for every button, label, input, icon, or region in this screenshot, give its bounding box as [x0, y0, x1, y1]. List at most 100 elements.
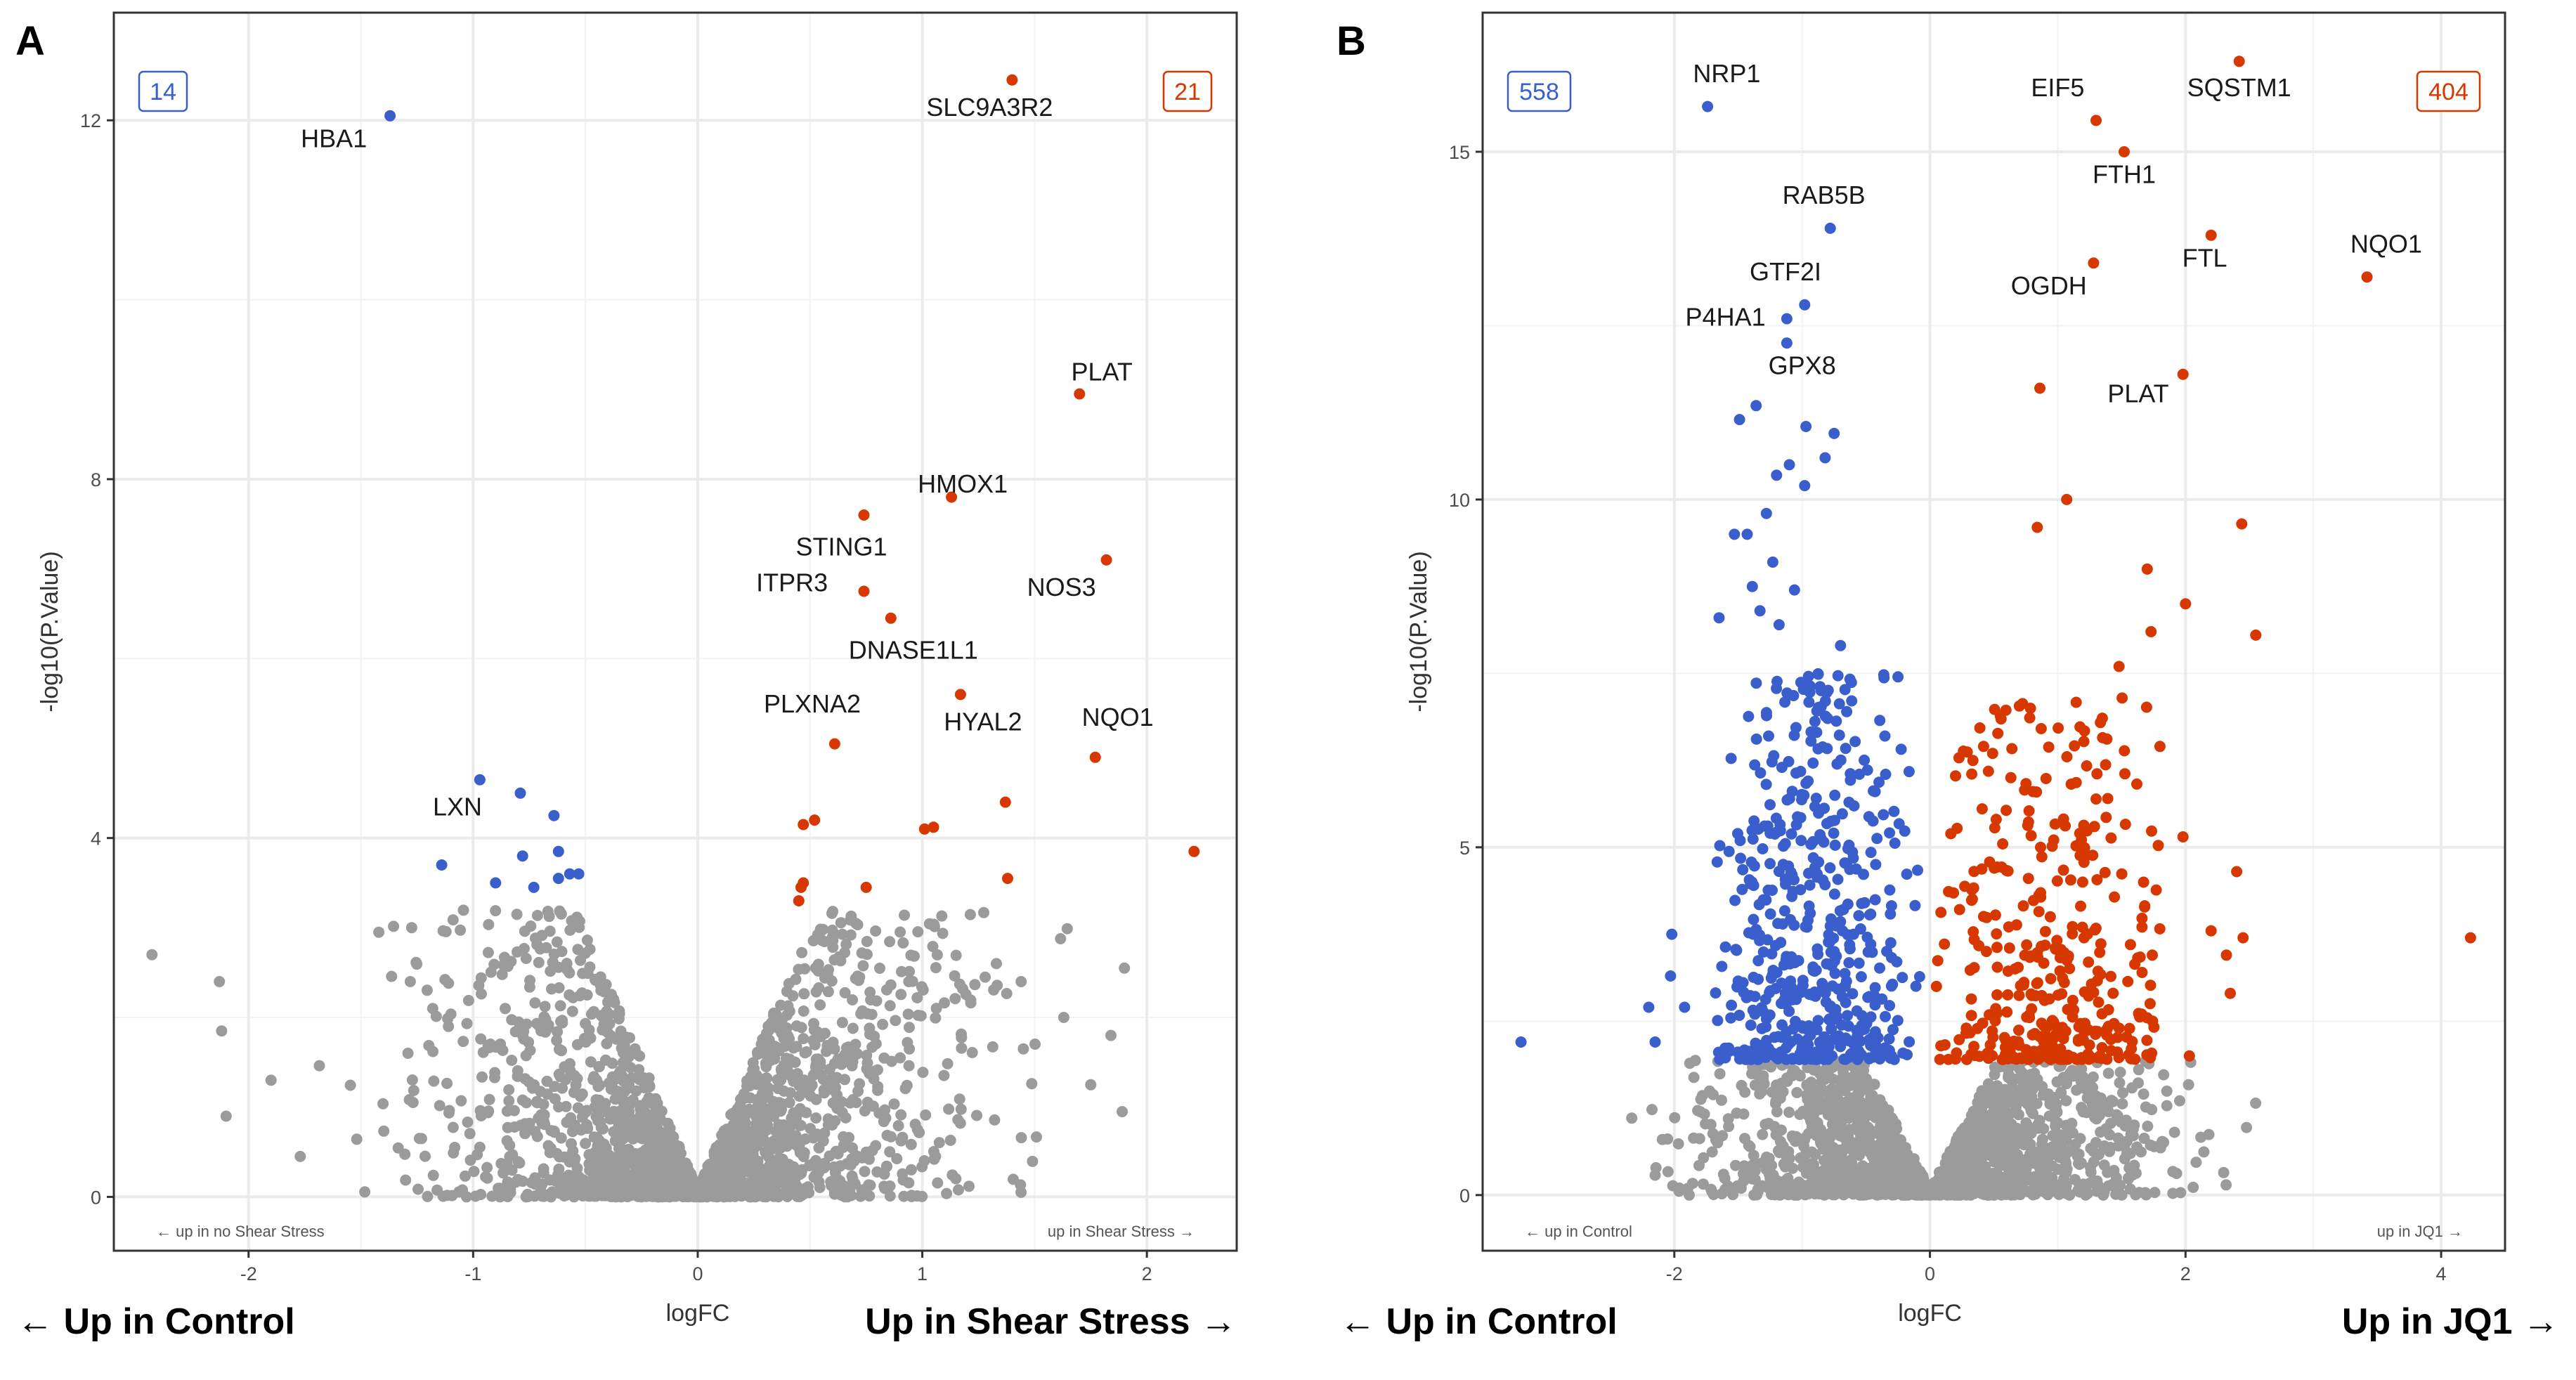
ns-point [564, 1065, 576, 1076]
down-point [1854, 768, 1866, 780]
ns-point [812, 965, 824, 977]
down-point [1795, 812, 1807, 824]
down-point [1885, 900, 1897, 912]
ns-point [546, 983, 557, 995]
up-point [1986, 1050, 1998, 1062]
ns-point [1946, 1145, 1958, 1157]
ns-point [555, 1015, 566, 1027]
ns-point [378, 1125, 390, 1137]
up-point [2220, 949, 2232, 961]
up-point [1006, 74, 1018, 86]
ns-point [2045, 1147, 2057, 1159]
ns-point [1831, 1174, 1843, 1186]
ns-point [895, 926, 906, 938]
gene-label: GTF2I [1750, 257, 1821, 286]
up-point [1989, 822, 2001, 834]
ns-point [580, 1036, 592, 1048]
ns-point [613, 1005, 625, 1017]
down-point [528, 881, 540, 893]
ns-point [864, 1190, 876, 1202]
ns-point [596, 1010, 608, 1022]
up-point [2019, 949, 2031, 961]
down-point [1775, 937, 1787, 949]
ns-point [776, 1014, 788, 1026]
ns-point [911, 1190, 923, 1202]
ns-point [1933, 1181, 1945, 1193]
down-point [1764, 1009, 1776, 1021]
up-point [2053, 722, 2064, 734]
ns-point [937, 927, 949, 939]
down-point [1863, 991, 1875, 1003]
down-point [1795, 987, 1807, 998]
up-point [2123, 1049, 2135, 1061]
gene-label: EIF5 [2031, 73, 2084, 102]
up-point [1967, 755, 1979, 767]
ns-point [807, 1132, 819, 1144]
ns-point [1672, 1138, 1684, 1150]
ns-point [1986, 1168, 1998, 1180]
down-point [1766, 948, 1778, 960]
ns-point [2024, 1148, 2036, 1160]
down-point [1895, 743, 1907, 755]
ns-point [738, 1156, 750, 1168]
ns-point [664, 1158, 676, 1170]
ns-point [590, 973, 601, 985]
ns-point [1769, 1121, 1781, 1133]
ns-point [814, 1060, 826, 1072]
ns-point [2067, 1127, 2079, 1139]
ns-point [457, 1036, 469, 1048]
ns-point [616, 1069, 627, 1081]
gene-label: ITPR3 [756, 568, 828, 597]
down-point [1760, 779, 1772, 790]
up-point [999, 796, 1011, 808]
ns-point [1904, 1187, 1915, 1199]
ns-point [1744, 1140, 1756, 1152]
ns-point [745, 1070, 757, 1082]
ns-point [823, 964, 835, 976]
up-point [858, 509, 870, 521]
ns-point [1673, 1185, 1685, 1197]
ns-point [884, 936, 896, 948]
ns-point [909, 950, 920, 962]
ns-point [566, 1005, 578, 1017]
gene-label: LXN [433, 793, 482, 821]
ns-point [773, 1045, 785, 1057]
ns-point [956, 1031, 968, 1043]
ns-point [294, 1150, 306, 1162]
up-point [2100, 812, 2112, 824]
ns-point [2020, 1117, 2032, 1129]
ns-point [578, 1174, 590, 1186]
down-point [1829, 789, 1841, 801]
up-point [2092, 965, 2104, 977]
ns-point [903, 976, 915, 987]
up-point [2236, 518, 2248, 530]
ns-point [1693, 1159, 1705, 1171]
down-point [1811, 1024, 1823, 1036]
ns-point [640, 1153, 652, 1165]
ns-point [496, 968, 508, 980]
up-point [2017, 900, 2029, 912]
ns-point [554, 1000, 566, 1012]
ns-point [2060, 1119, 2072, 1131]
up-point [2109, 891, 2121, 903]
down-point [1779, 696, 1791, 708]
ns-point [1989, 1069, 2001, 1081]
ns-point [821, 1080, 833, 1092]
ns-point [989, 1114, 1001, 1126]
up-point [2088, 257, 2100, 269]
ns-point [879, 1183, 891, 1195]
up-point [2092, 1026, 2104, 1038]
up-point [1074, 388, 1086, 400]
ns-point [912, 1010, 924, 1021]
ns-point [553, 1163, 565, 1175]
ns-point [905, 1138, 917, 1150]
ns-point [2190, 1157, 2202, 1169]
gene-label: PLAT [2107, 379, 2168, 408]
up-point [954, 689, 966, 701]
ns-point [1833, 1100, 1845, 1112]
gene-label: PLXNA2 [764, 689, 861, 718]
ns-point [653, 1161, 665, 1173]
ns-point [497, 959, 509, 971]
ns-point [617, 1036, 629, 1048]
ns-point [964, 909, 976, 920]
